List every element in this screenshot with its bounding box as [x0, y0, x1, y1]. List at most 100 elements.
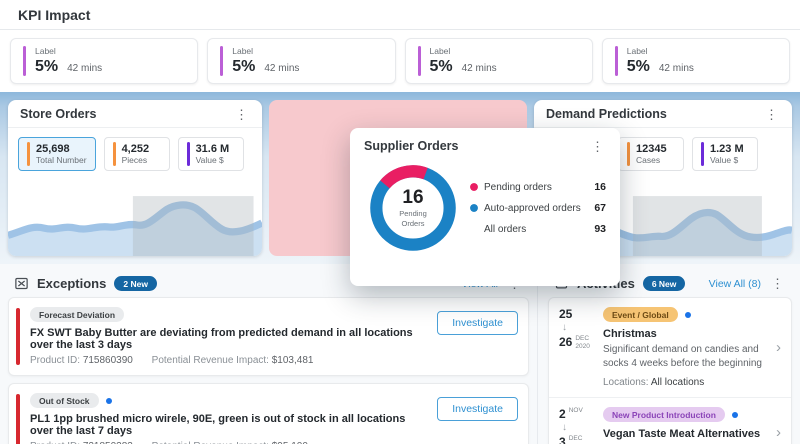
orders-band: Store Orders 25,698 Total Number 4,252 P… [0, 92, 800, 264]
kebab-menu-icon[interactable] [769, 277, 786, 290]
activity-description: Significant demand on candies and socks … [603, 344, 762, 369]
chip-value: 12345 [636, 143, 667, 155]
kpi-card[interactable]: Label 5% 42 mins [207, 38, 396, 84]
chip-value: 4,252 [121, 143, 150, 155]
activity-locations: Locations: All locations [603, 377, 705, 388]
legend-value: 67 [594, 202, 606, 214]
stat-chip-value[interactable]: 31.6 M Value $ [177, 137, 244, 171]
legend-row-all-orders: All orders 93 [470, 223, 606, 235]
kebab-menu-icon[interactable] [589, 140, 606, 153]
exceptions-section: Exceptions 2 New View All Forecast Devia… [0, 264, 537, 444]
kpi-label: Label [35, 46, 56, 56]
kpi-value: 5% [429, 58, 453, 75]
kpi-sub: 42 mins [264, 63, 300, 74]
unread-dot [105, 397, 112, 404]
legend-label: All orders [484, 223, 527, 235]
activities-new-badge: 6 New [642, 276, 686, 291]
kpi-card[interactable]: Label 5% 42 mins [601, 38, 790, 84]
demand-predictions-title: Demand Predictions [546, 107, 667, 121]
chip-value: 31.6 M [195, 143, 230, 155]
bottom-row: Exceptions 2 New View All Forecast Devia… [0, 264, 800, 444]
chip-label: Pieces [121, 155, 148, 165]
kebab-menu-icon[interactable] [763, 108, 780, 121]
stat-chip-value[interactable]: 1.23 M Value $ [692, 137, 758, 171]
chevron-right-icon[interactable] [774, 339, 783, 356]
exceptions-new-badge: 2 New [114, 276, 157, 291]
kpi-value: 5% [35, 58, 59, 75]
kpi-label: Label [429, 46, 451, 56]
kpi-sub: 42 mins [461, 63, 497, 74]
kpi-sub: 42 mins [658, 63, 694, 74]
legend-value: 93 [594, 223, 606, 235]
page-header: KPI Impact [0, 0, 800, 30]
legend-dot [470, 204, 478, 212]
exceptions-title: Exceptions [37, 276, 107, 291]
exception-meta: Product ID: 721850283 Potential Revenue … [30, 441, 425, 444]
chip-accent-bar [627, 142, 630, 166]
chip-label: Cases [636, 155, 661, 165]
chip-label: Total Number [36, 155, 87, 165]
kpi-row: Label 5% 42 mins Label 5% 42 mins Label 5%… [0, 30, 800, 92]
page-title: KPI Impact [18, 7, 91, 23]
kpi-label: Label [626, 46, 648, 56]
store-orders-title: Store Orders [20, 107, 97, 121]
chip-accent-bar [112, 142, 116, 166]
kpi-card[interactable]: Label 5% 42 mins [404, 38, 593, 84]
chip-accent-bar [27, 142, 30, 166]
chip-value: 1.23 M [710, 143, 744, 155]
legend-dot [470, 183, 478, 191]
donut-legend: Pending orders 16 Auto-approved orders 6… [470, 181, 606, 235]
stat-chip-total-number[interactable]: 25,698 Total Number [18, 137, 96, 171]
kpi-card[interactable]: Label 5% 42 mins [10, 38, 199, 84]
chevron-right-icon[interactable] [774, 424, 783, 441]
kpi-sub: 42 mins [67, 63, 103, 74]
stat-chip-cases[interactable]: 12345 Cases [618, 137, 684, 171]
legend-row-pending: Pending orders 16 [470, 181, 606, 193]
donut-center-value: 16 [402, 186, 424, 208]
legend-row-auto-approved: Auto-approved orders 67 [470, 202, 606, 214]
exception-meta: Product ID: 715860390 Potential Revenue … [30, 355, 314, 366]
exceptions-icon [15, 277, 28, 290]
exception-tag: Out of Stock [30, 393, 99, 408]
supplier-orders-popup: Supplier Orders 16 Pending Orders Pendin… [350, 128, 620, 286]
stat-chip-pieces[interactable]: 4,252 Pieces [103, 137, 170, 171]
legend-label: Auto-approved orders [484, 202, 581, 214]
legend-dot-spacer [470, 225, 478, 233]
investigate-button[interactable]: Investigate [437, 397, 518, 421]
kpi-value: 5% [626, 58, 650, 75]
chip-accent-bar [701, 142, 704, 166]
exception-severity-bar [16, 308, 20, 365]
arrow-down-icon [562, 323, 603, 333]
activity-tag: Event / Global [603, 307, 678, 322]
investigate-button[interactable]: Investigate [437, 311, 518, 335]
kpi-label: Label [232, 46, 254, 56]
exception-item-forecast-deviation[interactable]: Forecast Deviation FX SWT Baby Butter ar… [8, 297, 529, 376]
kpi-accent-bar [23, 46, 26, 76]
legend-value: 16 [594, 181, 606, 193]
chip-value: 25,698 [36, 143, 70, 155]
activities-view-all-link[interactable]: View All (8) [708, 277, 761, 290]
unread-dot [684, 311, 691, 318]
kpi-accent-bar [417, 46, 421, 76]
activity-title: Vegan Taste Meat Alternatives [603, 428, 761, 440]
supplier-orders-title: Supplier Orders [364, 139, 459, 153]
exception-title: FX SWT Baby Butter are deviating from pr… [30, 327, 413, 351]
exception-severity-bar [16, 394, 20, 444]
activity-title: Christmas [603, 328, 657, 340]
chip-label: Value $ [195, 155, 224, 165]
chip-label: Value $ [710, 155, 739, 165]
exception-title: PL1 1pp brushed micro wirele, 90E, green… [30, 413, 406, 437]
kebab-menu-icon[interactable] [233, 108, 250, 121]
exception-item-out-of-stock[interactable]: Out of Stock PL1 1pp brushed micro wirel… [8, 383, 529, 444]
arrow-down-icon [562, 423, 603, 433]
legend-label: Pending orders [484, 181, 552, 193]
activity-tag: New Product Introduction [603, 407, 725, 422]
chip-accent-bar [186, 142, 190, 166]
donut-center-label: Pending Orders [399, 208, 427, 228]
